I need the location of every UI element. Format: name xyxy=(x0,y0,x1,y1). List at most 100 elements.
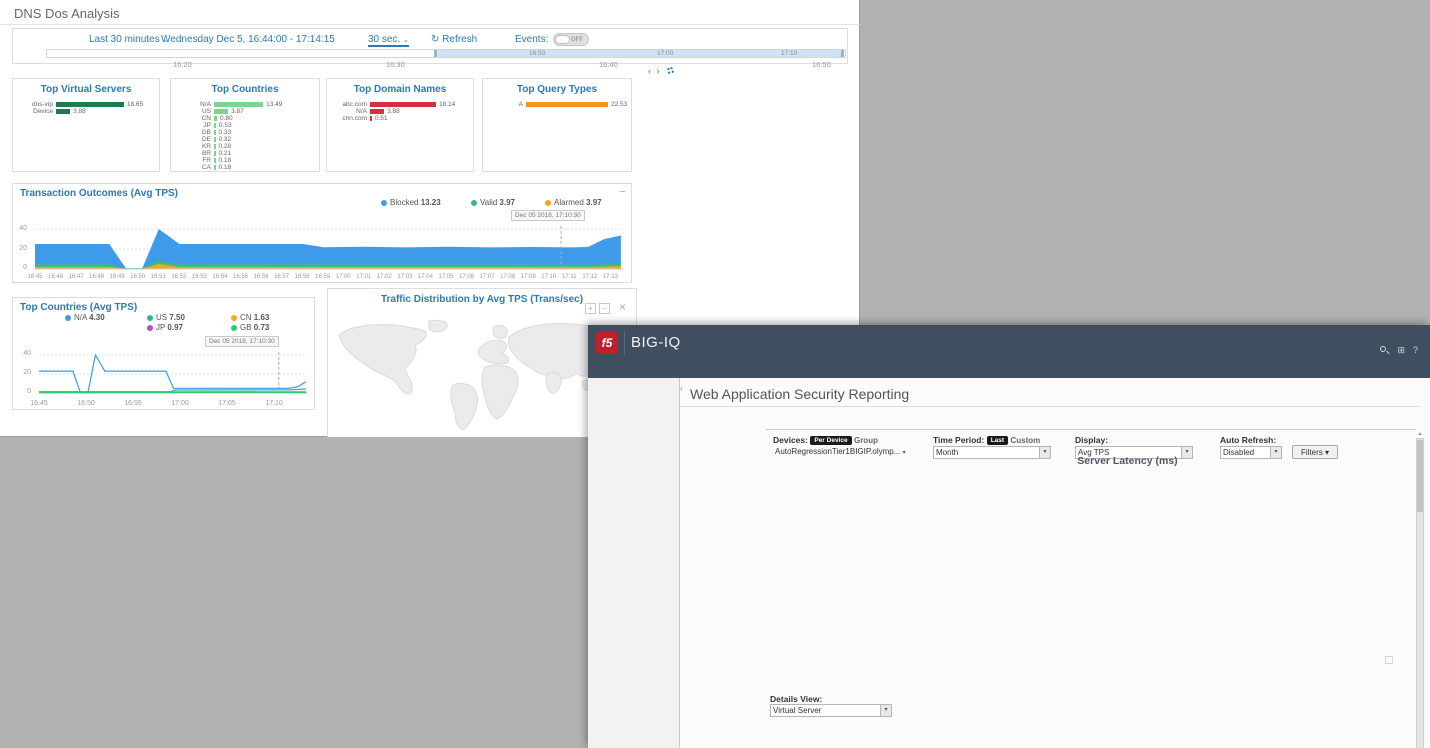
legend-label: US xyxy=(156,313,170,322)
x-axis-label: 16:45 xyxy=(27,274,43,280)
group-label[interactable]: Group xyxy=(853,436,878,445)
bar[interactable] xyxy=(214,158,216,163)
grid-icon[interactable]: ⊞ xyxy=(1397,345,1404,355)
legend-value: 3.97 xyxy=(586,198,602,207)
per-device-badge[interactable]: Per Device xyxy=(810,436,852,445)
legend-item[interactable]: GB 0.73 xyxy=(231,323,269,332)
bar-row: N/A 13.49 xyxy=(171,101,319,108)
x-axis-label: 17:04 xyxy=(417,274,433,280)
bar[interactable] xyxy=(56,109,71,114)
bar-label: dns-vip xyxy=(32,101,53,108)
refresh-button[interactable]: ↻ Refresh xyxy=(431,34,478,45)
bar[interactable] xyxy=(214,116,217,121)
scrollbar-track[interactable] xyxy=(1416,438,1424,748)
chart-tooltip: Dec 05 2018, 17:10:30 xyxy=(205,336,279,347)
legend-dot xyxy=(381,199,387,206)
top-virtual-servers-panel: Top Virtual Servers dns-vip 18.65 Device 3.8… xyxy=(12,78,160,172)
chevron-down-icon: ▾ xyxy=(880,705,891,716)
legend-dot xyxy=(147,314,153,321)
bar[interactable] xyxy=(214,151,216,156)
bar[interactable] xyxy=(214,130,216,135)
close-icon[interactable]: ✕ xyxy=(617,302,628,314)
latency-legend xyxy=(1385,656,1397,667)
details-view-select[interactable]: Virtual Server ▾ xyxy=(770,704,892,717)
left-nav xyxy=(588,378,680,748)
collapse-nav-icon[interactable]: ‹ xyxy=(680,384,683,393)
bar-row: GB 0.33 xyxy=(171,129,319,136)
bar-row: FR 0.18 xyxy=(171,157,319,164)
legend-value: 4.30 xyxy=(89,313,105,322)
bar[interactable] xyxy=(214,123,216,128)
legend-item[interactable]: Blocked 13.23 xyxy=(381,198,441,207)
chevron-down-icon: ▾ xyxy=(1039,447,1050,458)
legend-label: Blocked xyxy=(390,198,421,207)
chevron-left-icon[interactable]: ‹ xyxy=(648,66,651,76)
bar[interactable] xyxy=(370,102,437,107)
legend-dot xyxy=(471,199,477,206)
bar[interactable] xyxy=(214,165,216,170)
scrollbar-thumb[interactable] xyxy=(1417,440,1423,512)
gear-icon[interactable] xyxy=(667,67,675,74)
bar[interactable] xyxy=(214,137,216,142)
legend-item[interactable]: CN 1.63 xyxy=(231,313,269,322)
blocked-area xyxy=(35,229,621,269)
bar-label: JP xyxy=(203,122,211,129)
display-select[interactable]: Avg TPS ▾ xyxy=(1075,446,1193,459)
bar-value: 0.21 xyxy=(218,150,232,157)
auto-refresh-select[interactable]: Disabled ▾ xyxy=(1220,446,1282,459)
bar[interactable] xyxy=(370,116,372,121)
legend-item[interactable]: JP 0.97 xyxy=(147,323,183,332)
legend-item[interactable]: Valid 3.97 xyxy=(471,198,515,207)
scroll-up-arrow[interactable]: ▲ xyxy=(1417,431,1423,437)
x-axis-label: 16:53 xyxy=(191,274,207,280)
chevron-right-icon[interactable]: › xyxy=(656,66,660,76)
bar-value: 3.88 xyxy=(387,108,400,115)
events-label: Events: xyxy=(515,34,549,45)
bar[interactable] xyxy=(214,109,229,114)
chart-title: Server Latency (ms) xyxy=(1077,455,1178,467)
panel-title: Top Query Types xyxy=(516,84,598,95)
x-axis-label: 17:00 xyxy=(171,400,189,407)
custom-label[interactable]: Custom xyxy=(1010,436,1041,445)
bar-label: A xyxy=(518,101,523,108)
x-axis-label: 17:00 xyxy=(335,274,351,280)
timeline-slider[interactable]: 16:50 17:00 17:10 xyxy=(46,49,846,58)
window-title: DNS Dos Analysis xyxy=(14,6,120,21)
legend-item[interactable]: N/A 4.30 xyxy=(65,313,105,322)
x-axis-label: 16:55 xyxy=(124,400,142,407)
x-axis-label: 17:10 xyxy=(265,400,283,407)
timeline-selection[interactable]: 16:50 17:00 17:10 xyxy=(434,50,844,57)
panel-title: Top Domain Names xyxy=(353,84,447,95)
time-range-dropdown[interactable]: Last 30 minutes ⌄ xyxy=(89,34,169,45)
search-icon[interactable] xyxy=(1380,346,1386,352)
help-icon[interactable]: ? xyxy=(1412,345,1418,355)
legend-item[interactable]: Alarmed 3.97 xyxy=(545,198,602,207)
bar[interactable] xyxy=(214,144,216,149)
legend-value: 3.97 xyxy=(499,198,515,207)
page-title: Web Application Security Reporting xyxy=(690,386,910,402)
y-tick: 0 xyxy=(27,388,31,395)
interval-dropdown[interactable]: 30 sec. ⌄ xyxy=(368,34,409,47)
collapse-icon[interactable]: – xyxy=(619,186,625,197)
zoom-in-button[interactable]: + xyxy=(585,303,596,314)
refresh-icon: ↻ xyxy=(431,34,440,45)
bar[interactable] xyxy=(56,102,124,107)
device-select[interactable]: AutoRegressionTier1BIGIP.olymp... ▾ xyxy=(775,447,906,456)
bar-value: 3.88 xyxy=(73,108,86,115)
continent xyxy=(492,324,508,340)
filters-button[interactable]: Filters ▾ xyxy=(1292,445,1338,459)
bar[interactable] xyxy=(370,109,385,114)
legend-label: Alarmed xyxy=(554,198,587,207)
last-badge[interactable]: Last xyxy=(986,436,1009,445)
bar[interactable] xyxy=(214,102,264,107)
legend-dot xyxy=(147,324,153,331)
zoom-out-button[interactable]: − xyxy=(599,303,610,314)
bar[interactable] xyxy=(526,102,608,107)
time-period-select[interactable]: Month ▾ xyxy=(933,446,1051,459)
traffic-distribution-chart xyxy=(860,468,1372,618)
events-toggle[interactable]: OFF xyxy=(553,33,589,46)
continent xyxy=(545,372,562,394)
bar-label: KR xyxy=(201,143,211,150)
logo-divider xyxy=(624,331,625,355)
legend-item[interactable]: US 7.50 xyxy=(147,313,185,322)
